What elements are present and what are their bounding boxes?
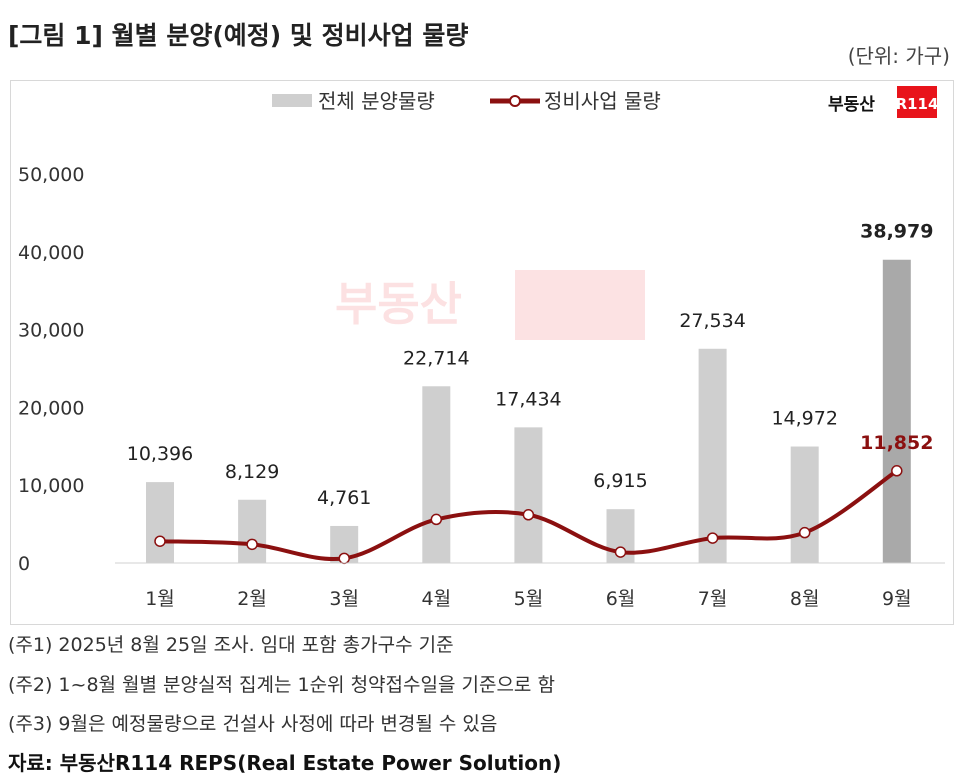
- legend: 전체 분양물량 정비사업 물량: [272, 89, 661, 113]
- x-tick-label: 3월: [329, 588, 359, 610]
- bar: [790, 446, 819, 563]
- y-tick-label: 40,000: [18, 242, 84, 264]
- line-point: [338, 552, 350, 565]
- bars: 10,396 8,129 4,761 22,714 17,434 6,915 27,534 1…: [127, 221, 933, 563]
- bar-value-label: 27,534: [679, 310, 745, 332]
- legend-swatch-bar: [272, 94, 312, 107]
- watermark: 부동산: [335, 270, 645, 340]
- note-1: (주1) 2025년 8월 25일 조사. 임대 포함 총가구수 기준: [8, 634, 454, 656]
- x-tick-label: 1월: [145, 588, 175, 610]
- bar-value-label: 8,129: [225, 461, 279, 483]
- line-point: [614, 546, 627, 558]
- logo: 부동산 R114: [828, 86, 938, 118]
- y-tick-label: 30,000: [18, 320, 84, 342]
- bar: [698, 348, 727, 563]
- logo-text: 부동산: [828, 95, 875, 115]
- legend-label-line: 정비사업 물량: [544, 89, 661, 113]
- bar-value-label: 14,972: [771, 408, 837, 430]
- x-tick-label: 6월: [606, 588, 636, 610]
- line-point: [706, 532, 719, 544]
- note-3: (주3) 9월은 예정물량으로 건설사 사정에 따라 변경될 수 있음: [8, 713, 498, 735]
- bar: [514, 427, 543, 563]
- line-point: [798, 526, 811, 539]
- line-series: 11,852: [154, 432, 933, 565]
- x-tick-label: 4월: [422, 588, 452, 610]
- svg-text:부동산: 부동산: [335, 277, 462, 331]
- logo-badge: [897, 86, 937, 118]
- bar-value-label: 6,915: [593, 470, 647, 492]
- chart-frame: [10, 80, 954, 625]
- line-point: [522, 509, 535, 521]
- x-tick-label: 8월: [790, 588, 820, 610]
- bar-value-label: 10,396: [127, 443, 193, 465]
- bar: [146, 482, 174, 563]
- bar-value-label: 22,714: [403, 347, 469, 369]
- source: 자료: 부동산R114 REPS(Real Estate Power Solut…: [8, 751, 562, 775]
- y-tick-label: 10,000: [18, 475, 84, 497]
- bar-value-label: 38,979: [860, 221, 933, 243]
- x-tick-label: 2월: [237, 588, 267, 610]
- y-tick-label: 20,000: [18, 397, 84, 419]
- bar-value-label: 4,761: [317, 487, 371, 509]
- y-axis: 0 10,000 20,000 30,000 40,000 50,000: [18, 164, 84, 575]
- line-value-label: 11,852: [860, 432, 933, 454]
- bar: [238, 499, 267, 563]
- y-tick-label: 0: [18, 553, 30, 575]
- logo-badge-text: R114: [896, 95, 939, 113]
- line-point: [891, 465, 903, 477]
- x-tick-label: 7월: [698, 588, 728, 610]
- x-axis: 1월 2월 3월 4월 5월 6월 7월 8월 9월: [115, 562, 945, 610]
- note-2: (주2) 1~8월 월별 분양실적 집계는 1순위 청약접수일을 기준으로 함: [8, 674, 555, 696]
- figure-title: [그림 1] 월별 분양(예정) 및 정비사업 물량: [8, 21, 469, 50]
- bar-value-label: 17,434: [495, 388, 561, 410]
- line-point: [154, 535, 166, 547]
- x-tick-label: 5월: [514, 588, 544, 610]
- bar: [422, 386, 451, 563]
- line-point: [246, 538, 258, 551]
- x-tick-label: 9월: [882, 588, 912, 610]
- unit-label: (단위: 가구): [847, 44, 950, 68]
- y-tick-label: 50,000: [18, 164, 84, 186]
- legend-marker: [509, 95, 521, 107]
- line-point: [430, 513, 443, 526]
- legend-label-bar: 전체 분양물량: [318, 89, 435, 113]
- bar: [882, 259, 911, 563]
